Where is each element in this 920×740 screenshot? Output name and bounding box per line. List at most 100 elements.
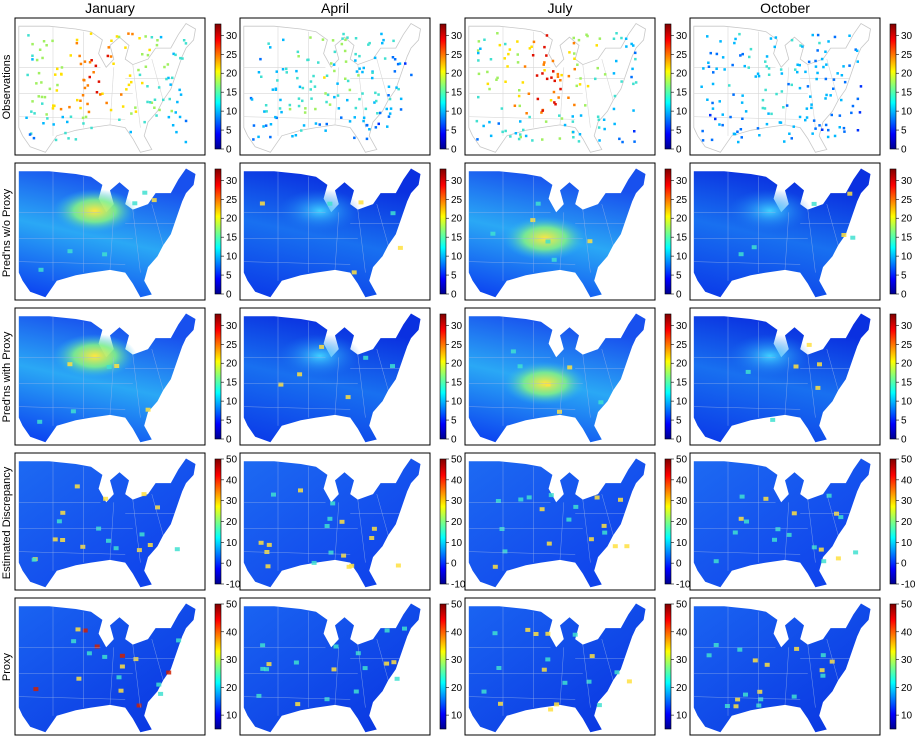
station-dot — [838, 114, 842, 117]
station-dot — [27, 34, 30, 37]
station-dot — [585, 33, 588, 36]
station-dot — [79, 99, 82, 102]
station-dot — [125, 88, 128, 91]
hotspot — [819, 668, 825, 673]
hotspot — [545, 239, 551, 244]
station-dot — [843, 80, 847, 84]
station-dot — [816, 33, 820, 37]
state-border — [693, 261, 801, 265]
map-panel-proxy-april: 10 20 30 40 50 — [239, 597, 463, 736]
station-dot — [794, 68, 797, 71]
map-panel-estimated-discrepancy-january: -10 0 10 20 30 40 50 — [14, 452, 241, 591]
station-dot — [174, 53, 177, 57]
colorbar-tick-label: 20 — [901, 517, 913, 528]
hotspot — [758, 697, 764, 702]
station-dot — [75, 41, 79, 45]
colorbar-tick-label: 10 — [451, 107, 463, 118]
station-dot — [341, 37, 344, 40]
station-dot — [541, 138, 544, 141]
column-title-january: January — [85, 0, 135, 16]
colorbar-gradient — [214, 23, 222, 150]
station-dot — [804, 70, 807, 74]
station-dot — [820, 57, 824, 61]
hotspot — [820, 673, 826, 678]
station-dot — [52, 104, 55, 107]
hotspot — [821, 559, 827, 564]
station-dot — [632, 82, 635, 86]
station-dot — [517, 94, 521, 98]
station-dot — [42, 40, 46, 43]
warm-region — [278, 189, 362, 233]
colorbar-tick-label: 10 — [901, 397, 913, 408]
station-dot — [288, 103, 292, 107]
station-dot — [612, 37, 616, 40]
warm-region — [728, 334, 812, 378]
station-dot — [486, 70, 489, 74]
station-dot — [707, 65, 711, 68]
colorbar-tick-label: 30 — [451, 655, 463, 666]
hotspot — [794, 646, 800, 651]
state-border — [357, 209, 366, 273]
station-dot — [172, 52, 175, 56]
station-dot — [90, 59, 93, 62]
station-dot — [331, 39, 335, 42]
station-dot — [701, 129, 704, 133]
state-border — [582, 499, 591, 563]
station-dot — [815, 77, 818, 81]
station-dot — [276, 79, 279, 82]
station-dot — [747, 66, 750, 69]
colorbar-tick-label: 25 — [451, 195, 463, 206]
station-dot — [166, 63, 170, 66]
station-dot — [843, 130, 846, 133]
station-dot — [31, 42, 34, 46]
station-dot — [497, 122, 500, 125]
colorbar: 0 5 10 15 20 25 30 — [439, 313, 463, 446]
station-dot — [302, 124, 306, 127]
station-dot — [790, 137, 793, 140]
station-dot — [540, 111, 543, 114]
colorbar-gradient — [664, 23, 672, 150]
colorbar: 0 5 10 15 20 25 30 — [214, 168, 238, 301]
hotspot — [346, 564, 352, 569]
hotspot — [271, 492, 276, 497]
colorbar-tick-label: 15 — [676, 378, 688, 389]
hotspot — [390, 364, 395, 369]
station-dot — [67, 137, 70, 140]
hotspot — [56, 519, 62, 524]
station-dot — [842, 65, 845, 68]
station-dot — [141, 81, 144, 85]
station-dot — [92, 71, 95, 74]
station-dot — [387, 85, 391, 88]
station-dot — [833, 134, 837, 138]
state-border — [784, 647, 790, 705]
colorbar-tick-label: 25 — [226, 340, 238, 351]
hotspot — [496, 666, 502, 670]
hotspot — [67, 249, 73, 254]
station-dot — [597, 118, 601, 121]
hotspot — [384, 628, 390, 633]
station-dot — [296, 76, 299, 80]
station-dot — [155, 114, 158, 117]
station-dot — [851, 104, 855, 108]
hotspot — [353, 689, 359, 694]
station-dot — [128, 74, 132, 77]
colorbar-gradient — [214, 168, 222, 295]
station-dot — [184, 42, 188, 45]
hotspot — [829, 659, 835, 664]
hotspot — [756, 703, 762, 708]
state-border — [18, 116, 126, 120]
map-outline — [243, 22, 421, 153]
station-dot — [476, 49, 480, 52]
station-dot — [301, 99, 304, 103]
station-dot — [618, 137, 621, 141]
station-dot — [155, 43, 159, 47]
station-dot — [633, 130, 636, 133]
colorbar-tick-label: 25 — [676, 195, 688, 206]
hotspot — [293, 660, 299, 665]
station-dot — [567, 96, 570, 99]
colorbar: 0 5 10 15 20 25 30 — [889, 23, 913, 156]
colorbar: -10 0 10 20 30 40 50 — [889, 455, 916, 591]
colorbar-tick-label: 30 — [901, 31, 913, 42]
state-border — [559, 647, 565, 705]
station-dot — [723, 68, 726, 71]
